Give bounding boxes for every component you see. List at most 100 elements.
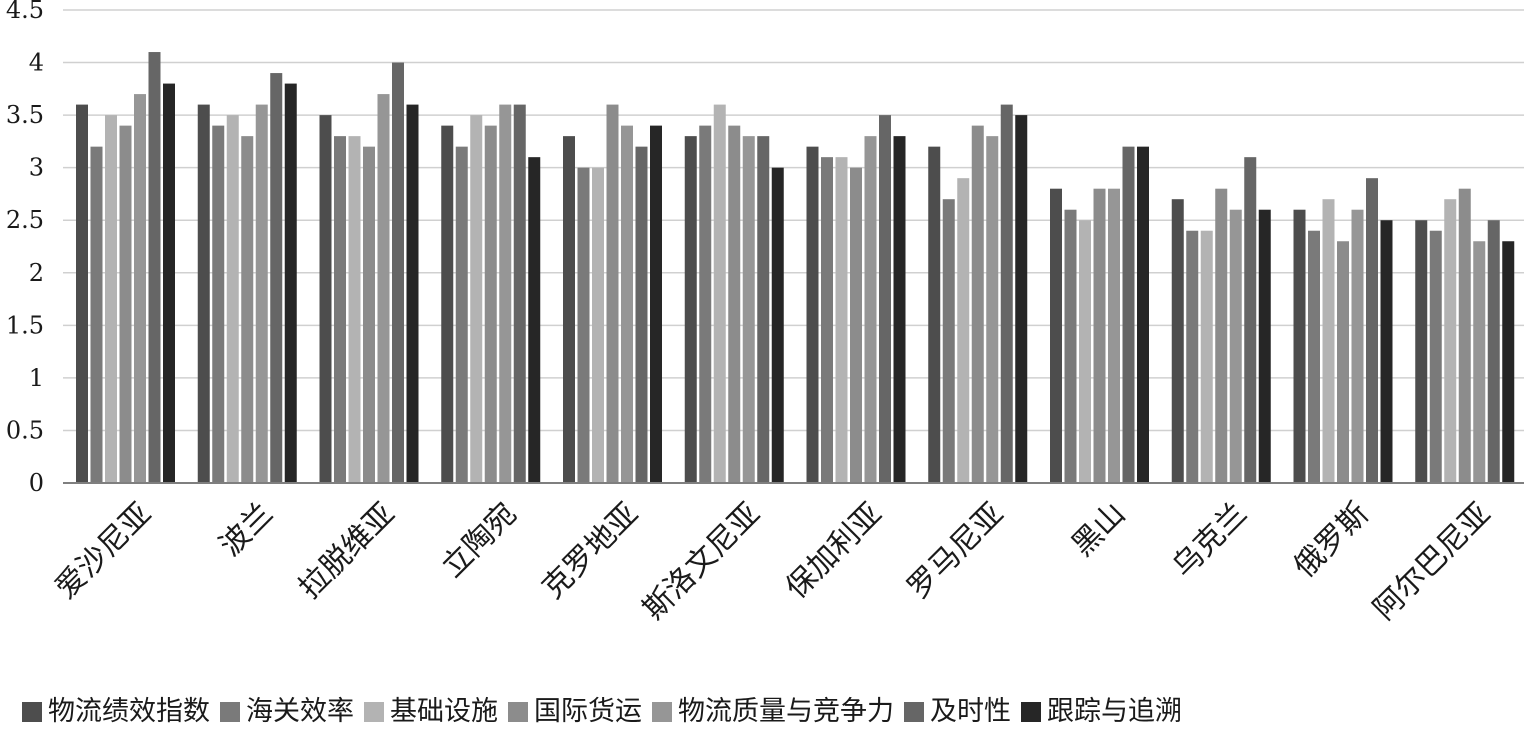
legend-item: 物流绩效指数 [22,696,210,727]
bar [742,136,755,483]
x-tick-label: 阿尔巴尼亚 [1367,496,1498,627]
bar [105,115,117,483]
bar [363,146,375,483]
bar [684,136,697,483]
bar [971,125,984,483]
bar [577,167,590,483]
bar [1258,209,1271,483]
bar [821,157,833,483]
legend-swatch [508,702,528,722]
bar [348,136,361,483]
bar [470,115,483,483]
y-tick-label: 0.5 [6,416,44,444]
bar [226,115,239,483]
bar [1308,230,1320,483]
legend-swatch [652,702,672,722]
bar [1079,220,1091,483]
bar [1200,230,1213,483]
legend-label: 国际货运 [534,696,642,727]
bar [1050,188,1062,483]
y-tick-label: 3 [29,154,44,182]
legend-item: 国际货运 [508,696,642,727]
bar [957,178,970,483]
x-tick-label: 黑山 [1065,496,1132,563]
bar [1380,220,1393,483]
bar [1444,199,1457,483]
y-tick-label: 4 [29,49,44,77]
legend-swatch [1021,702,1041,722]
legend-label: 物流质量与竞争力 [678,696,894,727]
x-tick-label: 克罗地亚 [536,496,646,606]
bar [270,73,283,484]
bar [606,104,619,483]
bar [635,146,648,483]
legend-item: 物流质量与竞争力 [652,696,894,727]
bars [76,52,1515,484]
bar [1458,188,1471,483]
bar [592,167,604,483]
bar [119,125,132,483]
bar [441,125,454,483]
bar [806,146,819,483]
bar [284,83,297,484]
bar [757,136,770,483]
legend-item: 海关效率 [220,696,354,727]
bar [879,115,891,483]
legend: 物流绩效指数 海关效率 基础设施 国际货运 物流质量与竞争力 及时性 跟踪与追溯 [22,696,1182,727]
bar [713,104,726,483]
legend-item: 基础设施 [364,696,498,727]
y-axis-ticks: 0 0.5 1 1.5 2 2.5 3 3.5 4 4.5 [6,0,44,497]
bar [563,136,575,483]
bar [392,62,404,484]
x-tick-label: 波兰 [213,496,280,563]
bar [1064,209,1077,483]
bar [1000,104,1013,483]
legend-label: 跟踪与追溯 [1047,696,1182,727]
legend-swatch [22,702,42,722]
x-tick-label: 保加利亚 [779,496,889,606]
bar [1215,188,1228,483]
legend-swatch [220,702,240,722]
bar [699,125,712,483]
bar [1171,199,1184,483]
y-tick-label: 2 [29,259,44,287]
bar [1093,188,1106,483]
bar [197,104,210,483]
bar [241,136,254,483]
bar [513,104,526,483]
bar [771,167,784,483]
bar [319,115,332,483]
legend-label: 及时性 [930,696,1011,727]
bar [864,136,877,483]
bar [334,136,346,483]
bar [1108,188,1120,483]
bar [163,83,175,484]
x-tick-label: 拉脱维亚 [292,496,402,606]
y-tick-label: 4.5 [6,0,44,24]
y-tick-label: 0 [29,469,44,497]
legend-item: 跟踪与追溯 [1021,696,1182,727]
bar [1351,209,1364,483]
x-tick-label: 乌克兰 [1166,496,1254,584]
y-tick-label: 3.5 [6,101,44,129]
bar [255,104,268,483]
bar [893,136,906,483]
x-tick-label: 罗马尼亚 [901,496,1011,606]
x-tick-label: 俄罗斯 [1287,496,1375,584]
bar [942,199,955,483]
y-tick-label: 2.5 [6,206,44,234]
bar [1429,230,1442,483]
bar [1502,241,1515,483]
bar [1415,220,1428,483]
bar [484,125,497,483]
bar [728,125,741,483]
legend-label: 海关效率 [246,696,354,727]
bar [1137,146,1149,483]
bar [835,157,848,483]
x-tick-label: 立陶宛 [435,496,523,584]
bar [1015,115,1028,483]
legend-swatch [364,702,384,722]
